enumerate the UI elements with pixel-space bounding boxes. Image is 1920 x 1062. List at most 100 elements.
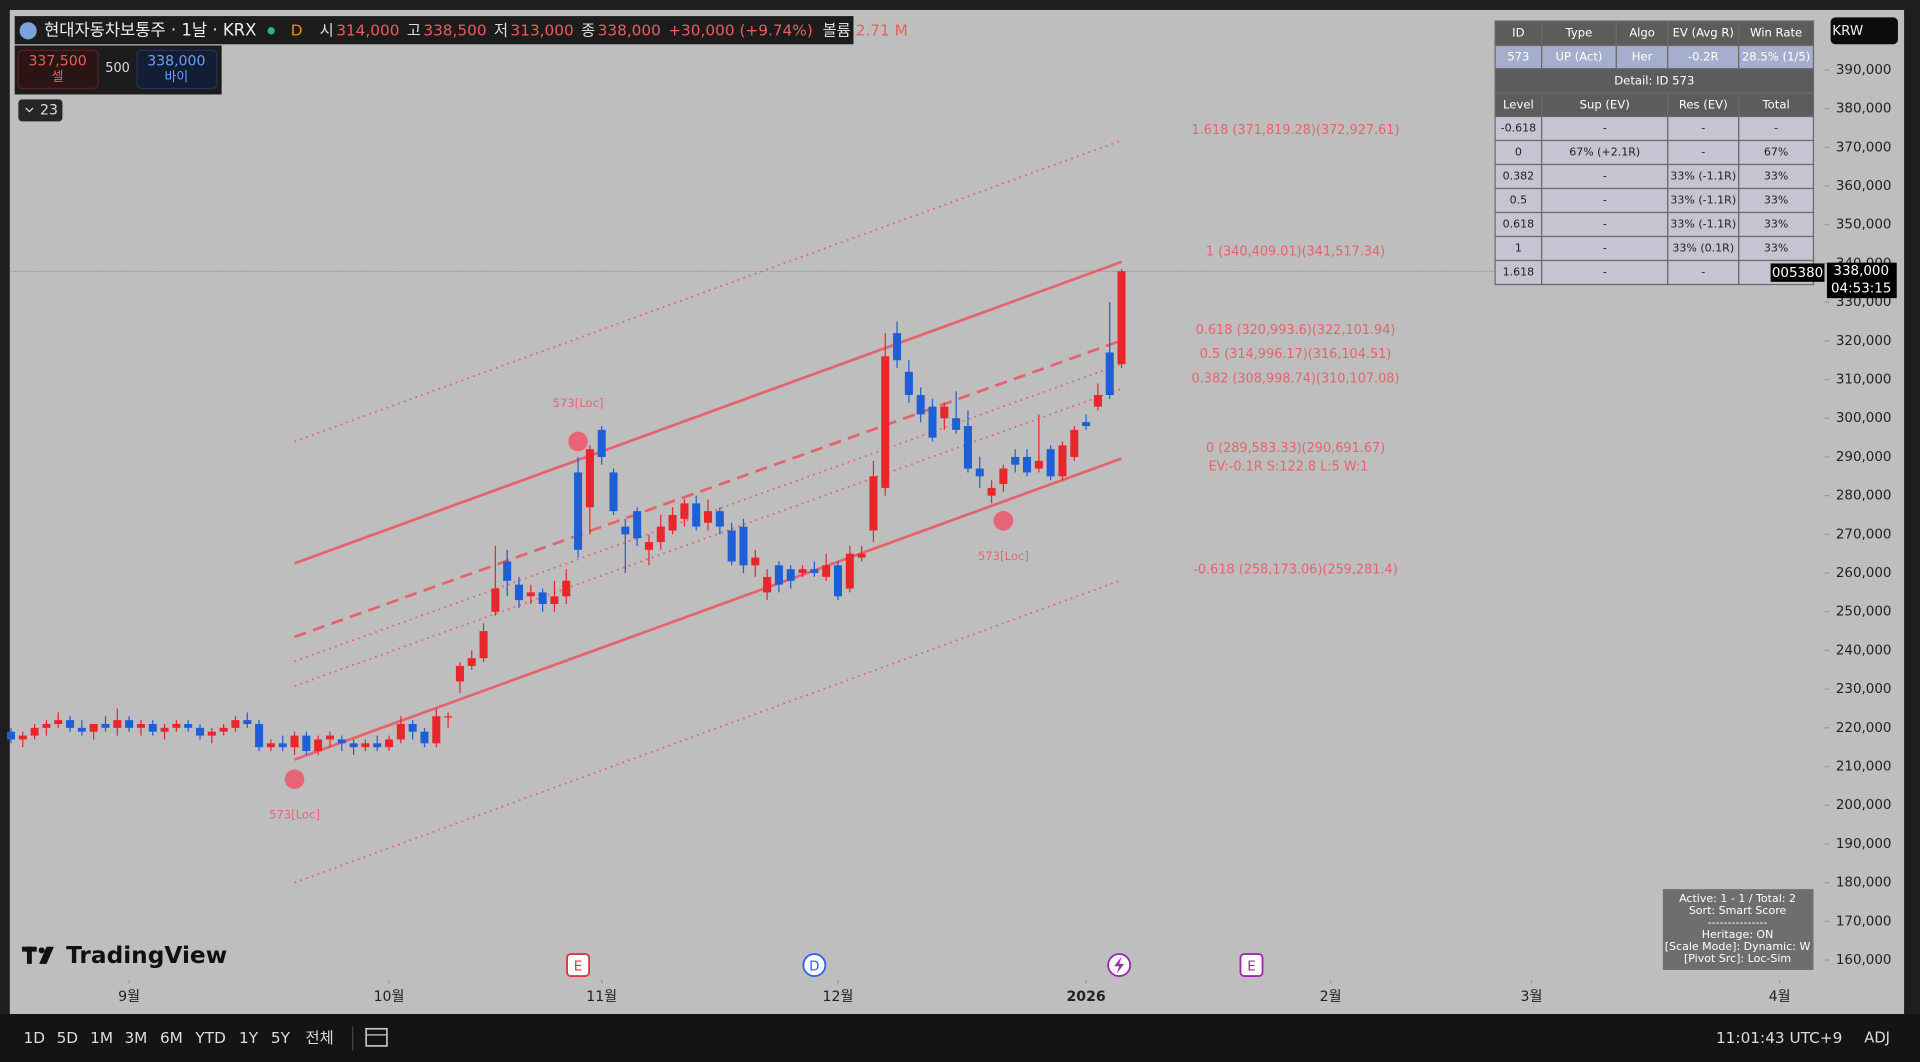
x-tick-label: 9월 [118,989,140,1005]
y-tick-label: 260,000 [1836,566,1892,581]
cell-text: 67% [1764,146,1788,159]
candle-body [538,592,547,605]
candle-body [893,333,902,361]
candle-body [1046,449,1055,477]
candle-body [444,716,453,718]
candle-body [125,720,134,728]
range-button[interactable]: YTD [194,1029,225,1047]
candle-body [975,468,984,477]
candle-body [633,511,642,539]
y-tick-label: 380,000 [1836,102,1892,117]
cell-text: -0.618 [1501,122,1537,135]
info-line: Active: 1 - 1 / Total: 2 [1679,892,1796,905]
sell-button[interactable] [17,49,99,89]
sell-price: 337,500 [28,53,86,69]
symbol-code: 005380 [1772,266,1823,281]
candle-body [1093,395,1102,407]
candle-body [455,665,464,682]
range-button[interactable]: 1D [24,1029,46,1047]
candle-body [940,406,949,419]
candle-body [101,723,110,728]
info-line: [Pivot Src]: Loc-Sim [1684,952,1791,965]
table-cell [1494,163,1543,190]
candle-body [314,739,323,752]
candle-body [1058,445,1067,477]
level-note: EV:-0.1R S:122.8 L:5 W:1 [1209,460,1369,475]
lightning-event [1107,953,1132,978]
candle-body [207,731,216,736]
chevron [25,107,34,113]
range-button[interactable]: 5Y [271,1029,291,1047]
candle-body [916,395,925,415]
candle-body [585,449,594,508]
cell-text: Detail: ID 573 [1614,74,1694,88]
candle-body [54,720,63,724]
cell-text: - [1603,242,1607,255]
y-tick-label: 270,000 [1836,527,1892,542]
quantity: 500 [105,61,130,76]
candle-body [514,584,524,601]
candle-body [136,723,145,728]
candle-body [219,727,228,732]
candle-body [6,731,15,740]
table-cell [1541,187,1669,214]
calendar-icon[interactable] [365,1027,388,1047]
cell-text: - [1701,122,1705,135]
event-label: E [574,959,583,974]
pivot [568,431,588,452]
table-cell [1494,20,1543,47]
candle-body [172,723,181,728]
cell-text: 0.5 [1510,194,1528,207]
candle-body [18,735,27,740]
pivot-label: 573[Loc] [553,396,604,410]
cell-text: 0 [1515,146,1522,159]
table-cell [1738,187,1815,214]
info-line: Heritage: ON [1702,928,1774,941]
header-text: 338,000 [598,21,661,39]
candle-body [278,743,287,748]
candle-body [30,727,39,736]
range-button[interactable]: 6M [160,1029,183,1047]
candle-body [763,576,772,593]
y-tick-label: 180,000 [1836,876,1892,891]
x-tick-label: 3월 [1521,989,1543,1005]
cell-text: 33% [1764,242,1788,255]
adj-button[interactable]: ADJ [1864,1030,1890,1047]
header-text: +30,000 (+9.74%) [668,21,813,39]
currency-button[interactable] [1830,17,1898,45]
y-tick-label: 160,000 [1836,953,1892,968]
candle-body [609,472,618,512]
cell-text: 33% (-1.1R) [1670,218,1736,231]
indicator-toggle[interactable] [18,99,63,122]
event-icon [802,953,827,978]
y-tick-label: 200,000 [1836,798,1892,813]
candle-body [231,720,240,728]
cell-text: -0.2R [1688,50,1719,64]
candle-body [1117,271,1126,365]
header-text: D [291,21,303,39]
y-tick-label: 210,000 [1836,760,1892,775]
info-line: --------------- [1708,916,1768,929]
candle-body [1105,352,1114,396]
candle-body [255,723,264,748]
table-cell [1541,259,1669,286]
range-button[interactable]: 1M [90,1029,113,1047]
header-text: 2.71 M [856,21,908,39]
event-label: D [809,959,819,974]
header-text: 314,000 [336,21,399,39]
cell-text: 67% (+2.1R) [1569,146,1640,159]
cell-text: ID [1512,26,1524,40]
y-tick-label: 390,000 [1836,63,1892,78]
cell-text: 0.618 [1503,218,1535,231]
range-button[interactable]: 전체 [306,1029,334,1047]
buy-button[interactable] [136,49,218,89]
range-button[interactable]: 5D [57,1029,79,1047]
candle-body [66,720,75,728]
candle-body [668,515,677,531]
candle-body [432,716,441,744]
range-button[interactable]: 1Y [239,1029,259,1047]
table-cell [1738,139,1815,166]
y-tick-label: 310,000 [1836,373,1892,388]
range-button[interactable]: 3M [124,1029,147,1047]
buy-price: 338,000 [147,53,205,69]
